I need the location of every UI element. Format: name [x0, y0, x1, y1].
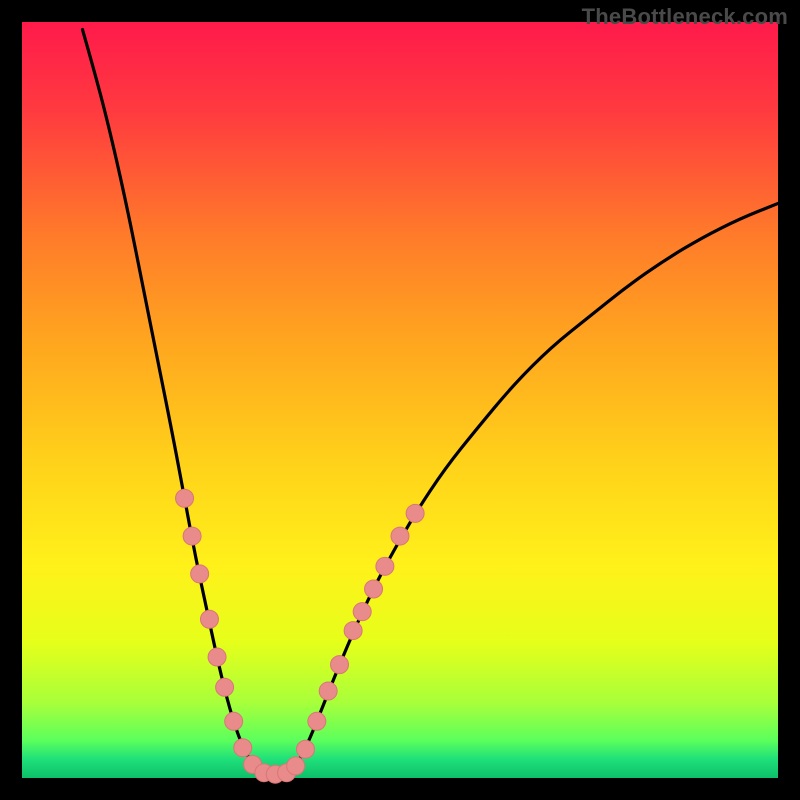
data-marker [353, 603, 371, 621]
data-marker [391, 527, 409, 545]
data-marker [216, 678, 234, 696]
data-marker [406, 504, 424, 522]
data-marker [191, 565, 209, 583]
data-marker [176, 489, 194, 507]
chart-svg [0, 0, 800, 800]
data-marker [365, 580, 383, 598]
data-marker [234, 739, 252, 757]
watermark-text: TheBottleneck.com [582, 4, 788, 30]
data-marker [344, 622, 362, 640]
data-marker [287, 757, 305, 775]
data-marker [225, 712, 243, 730]
data-marker [183, 527, 201, 545]
chart-frame: TheBottleneck.com [0, 0, 800, 800]
data-marker [308, 712, 326, 730]
data-marker [208, 648, 226, 666]
data-marker [376, 557, 394, 575]
data-marker [319, 682, 337, 700]
data-marker [200, 610, 218, 628]
data-marker [297, 740, 315, 758]
data-marker [331, 656, 349, 674]
